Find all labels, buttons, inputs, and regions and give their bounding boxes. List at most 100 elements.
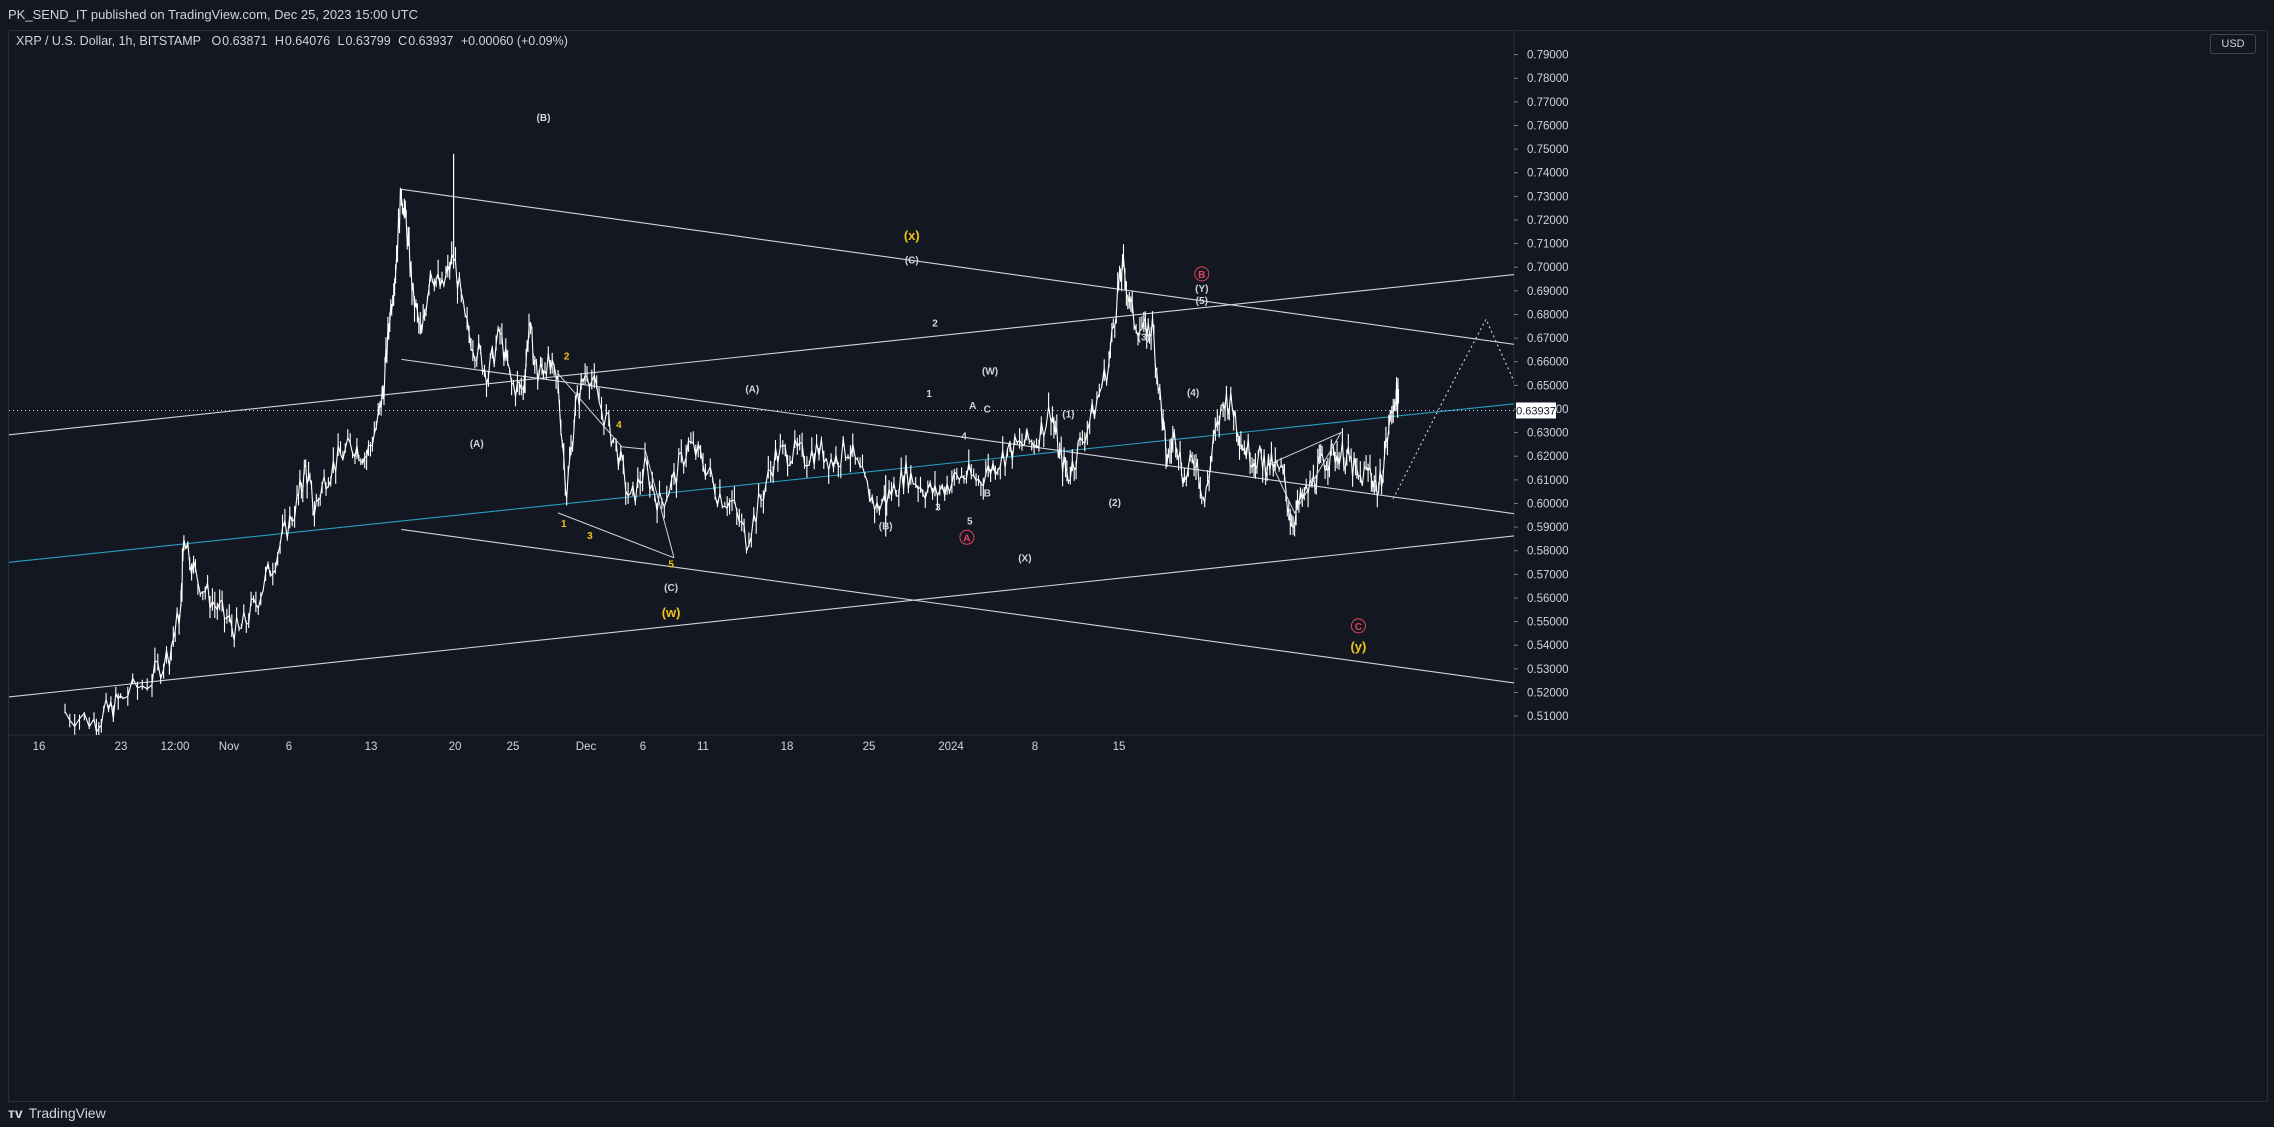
time-tick-label: 18 — [781, 741, 794, 753]
chart-frame — [8, 30, 2268, 1102]
time-tick-label: Dec — [576, 741, 597, 753]
wave-label: 1 — [561, 519, 567, 530]
wave-label: 4 — [961, 432, 967, 443]
price-tick-label: 0.67000 — [1527, 333, 1569, 345]
currency-button[interactable]: USD — [2210, 34, 2256, 54]
wave-label: (B) — [537, 113, 551, 124]
projection-arrow-icon — [1700, 611, 1708, 617]
price-tick-label: 0.78000 — [1527, 73, 1569, 85]
price-tick-label: 0.71000 — [1527, 239, 1569, 251]
time-tick-label: 6 — [640, 741, 646, 753]
trendline-channel-middle-descending — [401, 358, 1514, 515]
change-value: +0.00060 (+0.09%) — [460, 34, 568, 48]
time-tick-label: 12:00 — [161, 741, 190, 753]
low-label: L — [337, 34, 345, 48]
price-tick-label: 0.52000 — [1527, 687, 1569, 699]
wave-label-circle — [959, 529, 975, 545]
time-tick-label: 11 — [697, 741, 709, 753]
wave-label: (C) — [905, 256, 919, 267]
price-chart[interactable]: 0.51000 0.52000 0.53000 0.54000 0.55000 0.560… — [9, 31, 2265, 1099]
wave-label: (A) — [470, 439, 484, 450]
time-tick-label: 6 — [286, 741, 292, 753]
wave-label: A — [969, 401, 976, 412]
wave-label: (Y) — [1195, 284, 1208, 295]
publisher-header: PK_SEND_IT published on TradingView.com,… — [0, 0, 2274, 30]
wave-label: (B) — [879, 521, 893, 532]
ohlc-legend: XRP / U.S. Dollar, 1h, BITSTAMP O0.63871… — [16, 34, 572, 48]
wave-label: 3 — [587, 531, 593, 542]
wave-label: 2 — [564, 351, 570, 362]
price-tick-label: 0.70000 — [1527, 262, 1569, 274]
price-tick-label: 0.62000 — [1527, 451, 1569, 463]
wave-label: (A) — [745, 384, 759, 395]
wave-label: (y) — [1350, 639, 1366, 654]
trendline-ascending-upper — [9, 274, 1514, 436]
wave-label: (3) — [1138, 332, 1150, 343]
time-tick-label: 2024 — [938, 741, 964, 753]
wave-label: (X) — [1018, 553, 1031, 564]
wave-segment — [557, 512, 675, 559]
wave-label: 4 — [616, 420, 622, 431]
wave-label: (C) — [664, 583, 678, 594]
close-label: C — [398, 34, 408, 48]
wave-label: B — [1198, 270, 1205, 281]
time-tick-label: 8 — [1032, 741, 1038, 753]
price-tick-label: 0.75000 — [1527, 144, 1569, 156]
time-tick-label: 20 — [449, 741, 462, 753]
footer-brand: TradingView — [28, 1105, 106, 1121]
plot-area: (B) (A) 1 2 3 4 5 (C) (w) (A) (B) (x) (C) 2 1 3 4 5 A B C (W)… — [9, 113, 1708, 735]
price-tick-label: 0.76000 — [1527, 120, 1569, 132]
open-label: O — [211, 34, 222, 48]
wave-label: 5 — [668, 559, 674, 570]
time-tick-label: 25 — [507, 741, 520, 753]
low-value: 0.63799 — [345, 34, 391, 48]
wave-segment — [557, 373, 675, 558]
price-tick-label: 0.56000 — [1527, 593, 1569, 605]
price-tag-box — [1516, 402, 1556, 419]
trendline-ascending-teal — [9, 403, 1514, 563]
wave-label: C — [1355, 622, 1362, 633]
time-tick-label: 23 — [115, 741, 128, 753]
wave-label: 5 — [967, 517, 973, 528]
time-tick-label: 15 — [1113, 741, 1126, 753]
price-tick-label: 0.73000 — [1527, 191, 1569, 203]
wave-label: B — [984, 488, 991, 499]
open-value: 0.63871 — [222, 34, 268, 48]
wave-label: (1) — [1062, 409, 1074, 420]
high-value: 0.64076 — [284, 34, 331, 48]
price-tick-label: 0.61000 — [1527, 475, 1569, 487]
price-tick-label: 0.60000 — [1527, 498, 1569, 510]
price-tick-label: 0.57000 — [1527, 569, 1569, 581]
trendline-channel-upper-descending — [401, 188, 1514, 345]
price-tick-label: 0.63000 — [1527, 428, 1569, 440]
price-tick-label: 0.69000 — [1527, 286, 1569, 298]
time-tick-label: Nov — [219, 741, 240, 753]
price-tick-label: 0.68000 — [1527, 309, 1569, 321]
time-tick-label: 13 — [365, 741, 378, 753]
wave-label: C — [984, 405, 991, 416]
price-tick-label: 0.74000 — [1527, 168, 1569, 180]
wave-label: 2 — [932, 318, 938, 329]
price-tick-label: 0.72000 — [1527, 215, 1569, 227]
price-tag-label: 0.63937 — [1516, 405, 1556, 417]
footer: ᴛᴠ TradingView — [8, 1100, 106, 1127]
price-tick-label: 0.77000 — [1527, 97, 1569, 109]
publisher-text: PK_SEND_IT published on TradingView.com,… — [8, 7, 418, 22]
high-label: H — [274, 34, 284, 48]
wave-label-circle — [1194, 266, 1210, 282]
wave-segment — [1270, 431, 1343, 514]
time-tick-label: 25 — [863, 741, 876, 753]
price-tick-label: 0.66000 — [1527, 357, 1569, 369]
close-value: 0.63937 — [408, 34, 454, 48]
trendline-channel-lower-descending — [401, 528, 1514, 684]
price-tick-label: 0.54000 — [1527, 640, 1569, 652]
price-tick-label: 0.55000 — [1527, 617, 1569, 629]
price-tick-label: 0.51000 — [1527, 711, 1569, 723]
wave-label: (w) — [662, 605, 681, 620]
price-series — [64, 187, 1400, 735]
price-tick-label: 0.79000 — [1527, 50, 1569, 62]
wave-label: (4) — [1187, 388, 1199, 399]
wave-label: A — [963, 533, 970, 544]
wave-label-circle — [1350, 618, 1366, 634]
wave-label: (2) — [1109, 498, 1121, 509]
